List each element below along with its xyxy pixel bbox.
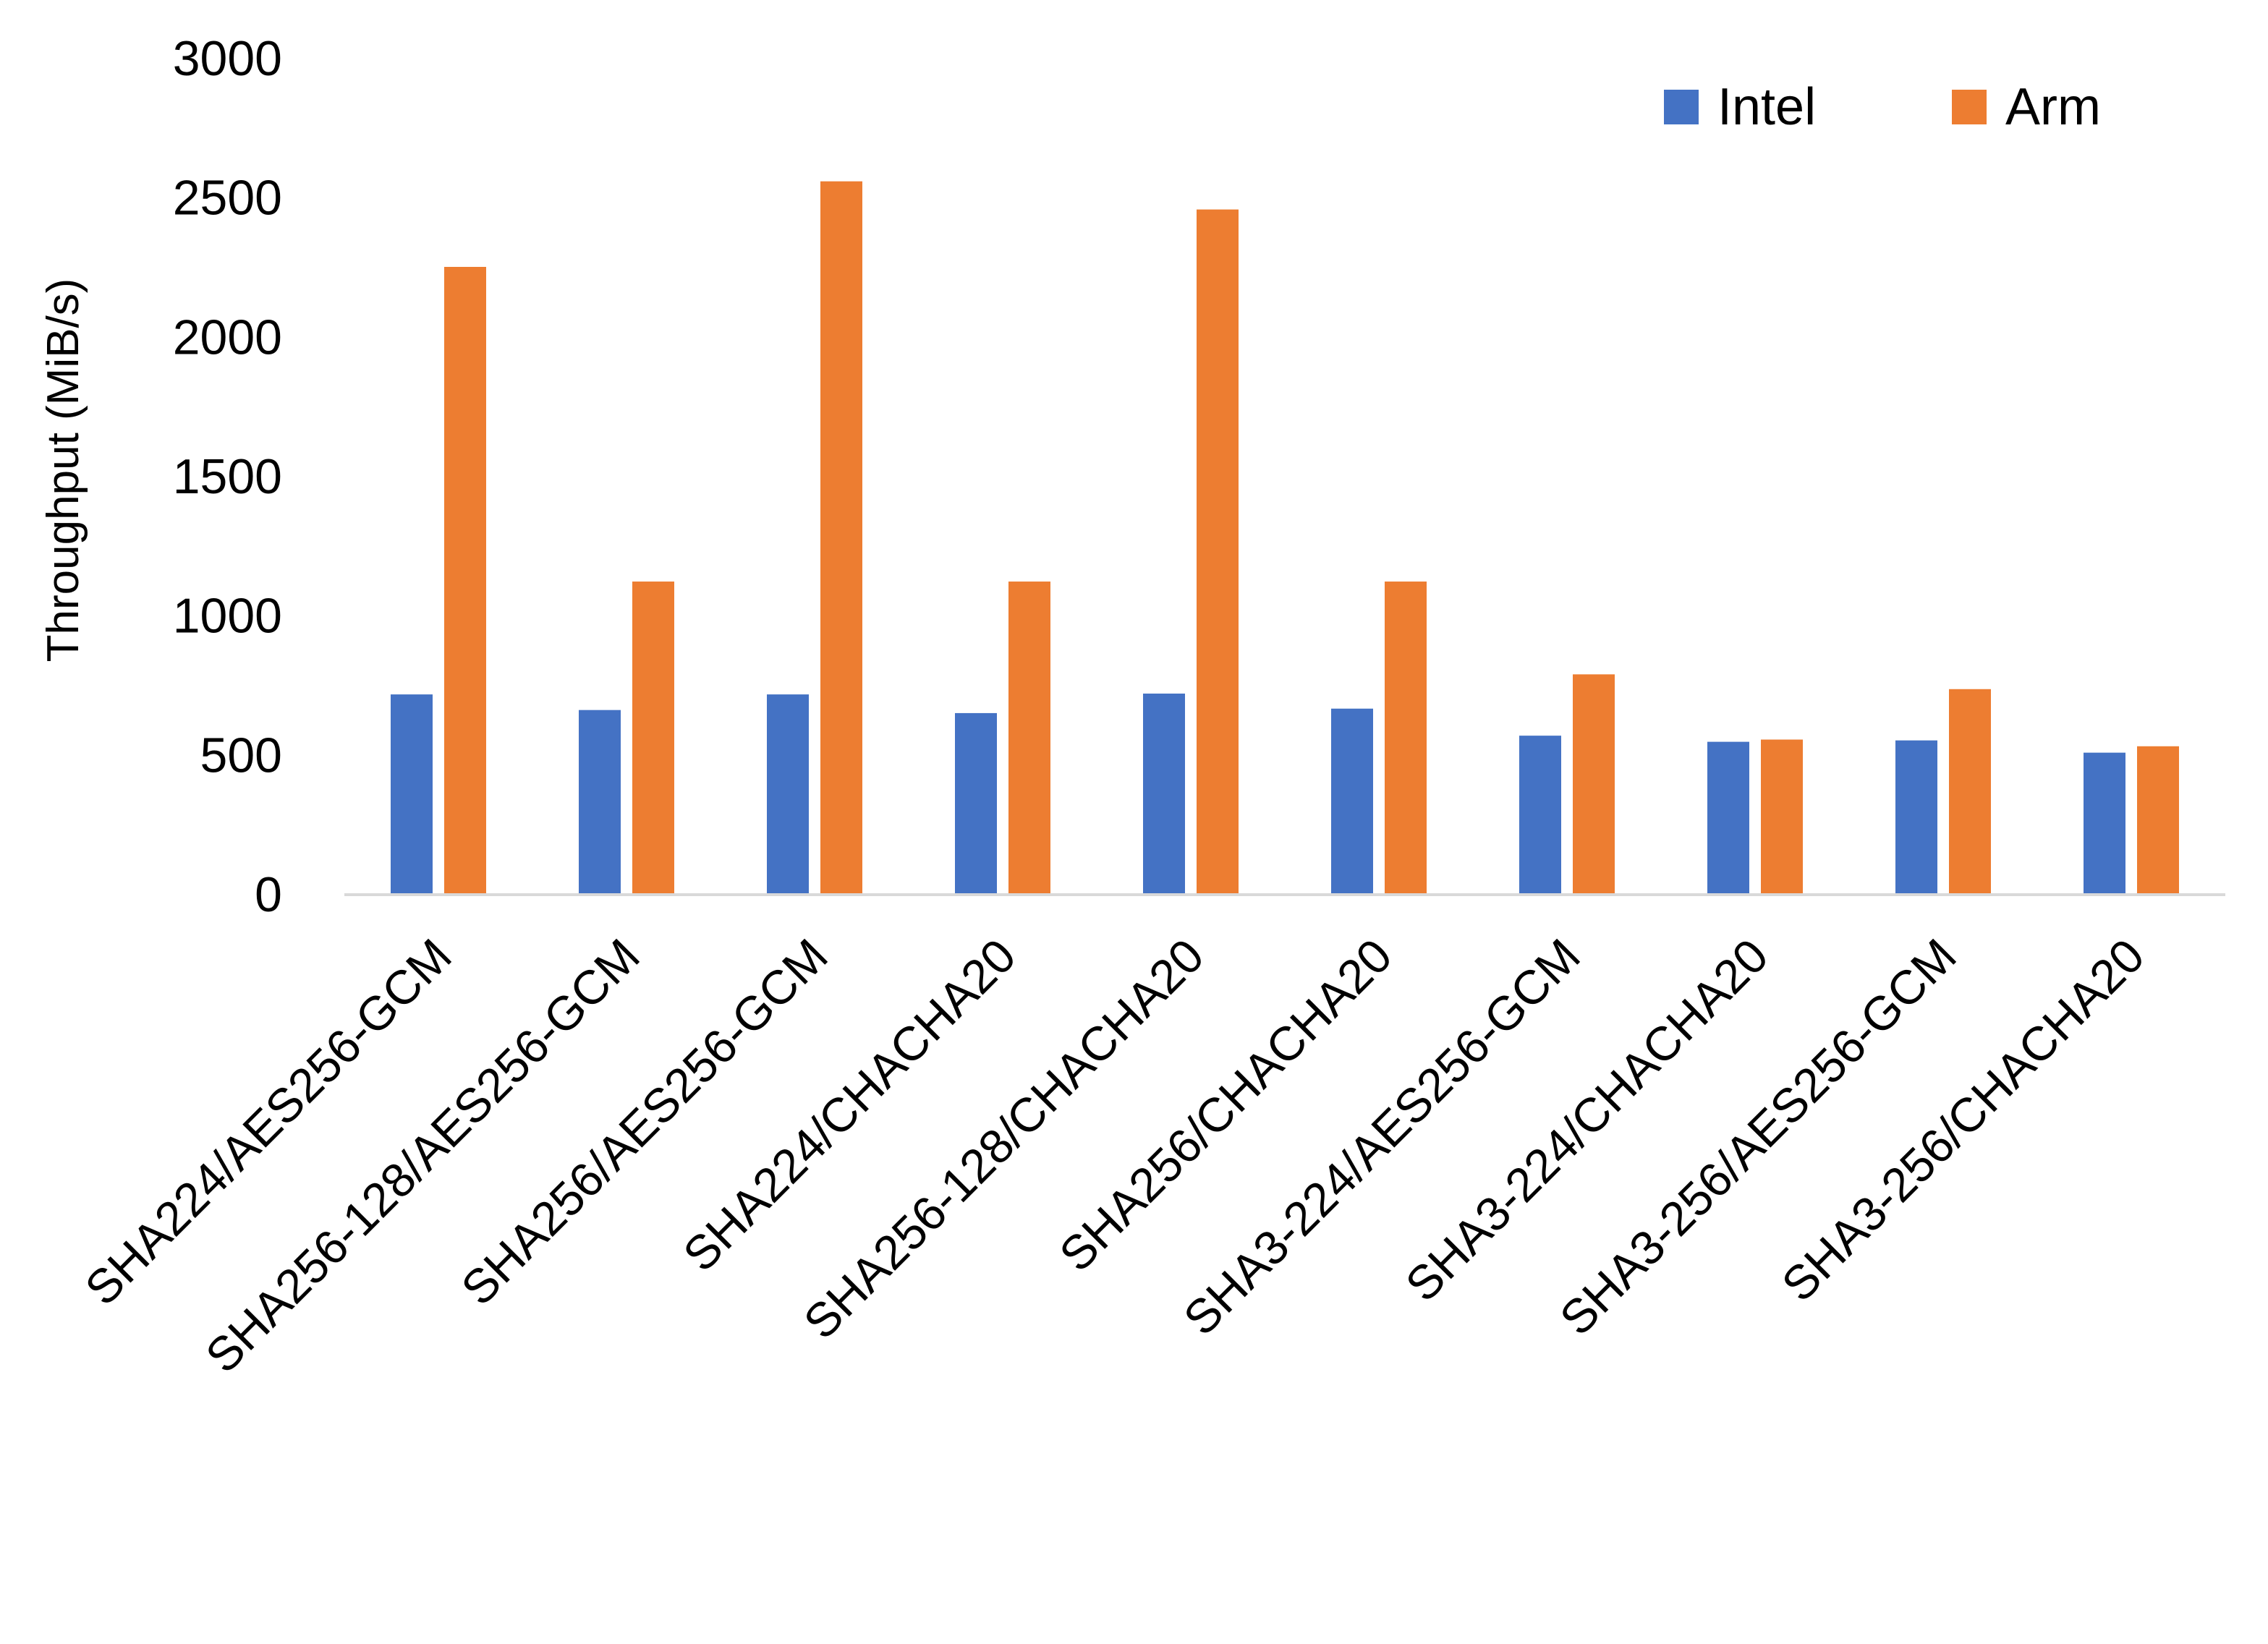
bar-intel <box>2084 752 2125 894</box>
bar-arm <box>1197 209 1239 894</box>
y-tick-label: 1000 <box>173 589 282 644</box>
y-axis-label: Throughput (MiB/s) <box>38 278 88 663</box>
x-tick-label: SHA224/CHACHA20 <box>673 929 1026 1282</box>
bar-intel <box>767 694 809 894</box>
bar-arm <box>1385 582 1427 894</box>
y-tick-label: 500 <box>200 728 282 783</box>
bar-arm <box>1761 739 1803 894</box>
bars <box>391 181 2179 895</box>
bar-intel <box>1331 708 1373 894</box>
bar-arm <box>820 181 862 895</box>
bar-intel <box>579 710 621 894</box>
legend: Intel Arm <box>1664 78 2101 136</box>
x-tick-label: SHA3-224/AES256-GCM <box>1173 929 1590 1345</box>
bar-arm <box>444 267 486 894</box>
y-tick-label: 2000 <box>173 310 282 365</box>
bar-intel <box>955 712 997 894</box>
bar-intel <box>1895 740 1937 894</box>
legend-label-intel: Intel <box>1717 78 1816 136</box>
y-tick-label: 2500 <box>173 171 282 226</box>
y-tick-label: 1500 <box>173 449 282 504</box>
bar-arm <box>632 582 674 894</box>
bar-intel <box>1143 693 1185 894</box>
x-tick-labels: SHA224/AES256-GCMSHA256-128/AES256-GCMSH… <box>75 929 2154 1383</box>
x-tick-label: SHA256/AES256-GCM <box>451 929 838 1316</box>
bar-arm <box>1949 689 1991 894</box>
y-tick-labels: 0 500 1000 1500 2000 2500 3000 <box>173 31 282 922</box>
x-tick-label: SHA3-256/AES256-GCM <box>1550 929 1966 1345</box>
x-tick-label: SHA3-256/CHACHA20 <box>1771 929 2154 1312</box>
y-tick-label: 3000 <box>173 31 282 86</box>
x-tick-label: SHA224/AES256-GCM <box>75 929 462 1316</box>
bar-arm <box>1008 582 1050 894</box>
bar-intel <box>1519 736 1561 894</box>
legend-label-arm: Arm <box>2005 78 2101 136</box>
x-tick-label: SHA256-128/CHACHA20 <box>793 929 1214 1350</box>
bar-arm <box>2137 746 2179 894</box>
legend-swatch-arm <box>1952 90 1987 124</box>
bar-intel <box>391 694 433 894</box>
bar-intel <box>1707 741 1749 894</box>
bar-arm <box>1573 674 1615 894</box>
x-tick-label: SHA256/CHACHA20 <box>1049 929 1402 1282</box>
y-tick-label: 0 <box>255 867 282 922</box>
legend-swatch-intel <box>1664 90 1699 124</box>
x-tick-label: SHA3-224/CHACHA20 <box>1395 929 1778 1312</box>
